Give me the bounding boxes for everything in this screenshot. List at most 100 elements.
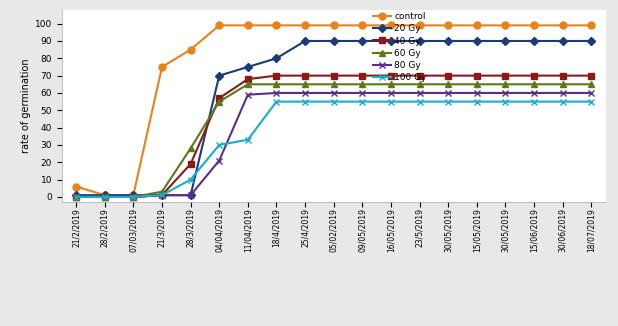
Line: control: control xyxy=(73,22,595,199)
60 Gy xyxy=(387,82,395,86)
20 Gy xyxy=(416,39,423,43)
20 Gy xyxy=(302,39,309,43)
20 Gy xyxy=(444,39,452,43)
20 Gy xyxy=(530,39,538,43)
80 Gy xyxy=(473,91,481,95)
40 Gy xyxy=(158,193,166,197)
Line: 80 Gy: 80 Gy xyxy=(73,89,595,200)
80 Gy xyxy=(358,91,366,95)
100 Gy xyxy=(72,195,80,199)
80 Gy xyxy=(130,195,137,199)
80 Gy xyxy=(330,91,337,95)
40 Gy xyxy=(72,195,80,199)
40 Gy xyxy=(330,74,337,78)
60 Gy xyxy=(530,82,538,86)
100 Gy xyxy=(330,100,337,104)
60 Gy xyxy=(216,100,223,104)
100 Gy xyxy=(273,100,280,104)
80 Gy xyxy=(244,93,252,96)
80 Gy xyxy=(216,158,223,162)
control xyxy=(101,193,108,197)
80 Gy xyxy=(416,91,423,95)
40 Gy xyxy=(216,96,223,100)
Y-axis label: rate of germination: rate of germination xyxy=(20,59,31,153)
60 Gy xyxy=(330,82,337,86)
80 Gy xyxy=(387,91,395,95)
60 Gy xyxy=(588,82,595,86)
20 Gy xyxy=(130,193,137,197)
control xyxy=(358,23,366,27)
60 Gy xyxy=(473,82,481,86)
80 Gy xyxy=(158,193,166,197)
80 Gy xyxy=(588,91,595,95)
control xyxy=(473,23,481,27)
80 Gy xyxy=(530,91,538,95)
100 Gy xyxy=(187,178,194,182)
40 Gy xyxy=(101,195,108,199)
20 Gy xyxy=(588,39,595,43)
40 Gy xyxy=(302,74,309,78)
control xyxy=(330,23,337,27)
100 Gy xyxy=(559,100,567,104)
80 Gy xyxy=(72,195,80,199)
20 Gy xyxy=(273,56,280,60)
60 Gy xyxy=(130,195,137,199)
80 Gy xyxy=(502,91,509,95)
control xyxy=(416,23,423,27)
40 Gy xyxy=(273,74,280,78)
100 Gy xyxy=(158,193,166,197)
80 Gy xyxy=(302,91,309,95)
60 Gy xyxy=(158,190,166,194)
Line: 40 Gy: 40 Gy xyxy=(74,73,594,200)
20 Gy xyxy=(473,39,481,43)
80 Gy xyxy=(101,195,108,199)
60 Gy xyxy=(559,82,567,86)
100 Gy xyxy=(530,100,538,104)
Legend: control, 20 Gy, 40 Gy, 60 Gy, 80 Gy, 100 Gy: control, 20 Gy, 40 Gy, 60 Gy, 80 Gy, 100… xyxy=(371,10,429,84)
60 Gy xyxy=(101,195,108,199)
100 Gy xyxy=(358,100,366,104)
100 Gy xyxy=(101,195,108,199)
control xyxy=(130,193,137,197)
40 Gy xyxy=(530,74,538,78)
100 Gy xyxy=(244,138,252,142)
100 Gy xyxy=(473,100,481,104)
40 Gy xyxy=(187,162,194,166)
20 Gy xyxy=(187,193,194,197)
100 Gy xyxy=(130,195,137,199)
100 Gy xyxy=(216,143,223,147)
20 Gy xyxy=(502,39,509,43)
100 Gy xyxy=(444,100,452,104)
control xyxy=(502,23,509,27)
40 Gy xyxy=(358,74,366,78)
Line: 60 Gy: 60 Gy xyxy=(74,82,594,200)
60 Gy xyxy=(72,195,80,199)
control xyxy=(444,23,452,27)
100 Gy xyxy=(502,100,509,104)
20 Gy xyxy=(101,193,108,197)
20 Gy xyxy=(358,39,366,43)
100 Gy xyxy=(387,100,395,104)
60 Gy xyxy=(302,82,309,86)
60 Gy xyxy=(358,82,366,86)
control xyxy=(244,23,252,27)
Line: 20 Gy: 20 Gy xyxy=(74,38,594,198)
60 Gy xyxy=(273,82,280,86)
40 Gy xyxy=(502,74,509,78)
control xyxy=(559,23,567,27)
40 Gy xyxy=(244,77,252,81)
20 Gy xyxy=(559,39,567,43)
20 Gy xyxy=(158,193,166,197)
100 Gy xyxy=(302,100,309,104)
20 Gy xyxy=(330,39,337,43)
40 Gy xyxy=(588,74,595,78)
control xyxy=(187,48,194,52)
control xyxy=(588,23,595,27)
60 Gy xyxy=(416,82,423,86)
60 Gy xyxy=(244,82,252,86)
20 Gy xyxy=(244,65,252,69)
20 Gy xyxy=(387,39,395,43)
40 Gy xyxy=(416,74,423,78)
80 Gy xyxy=(559,91,567,95)
control xyxy=(158,65,166,69)
